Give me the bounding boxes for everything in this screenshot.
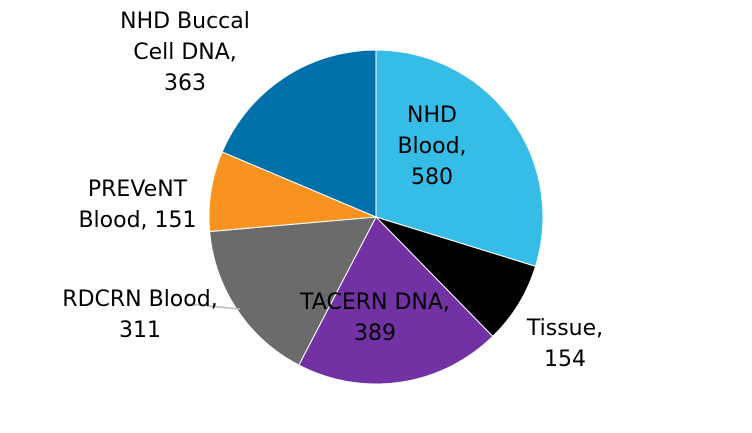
pie-slice [221, 49, 377, 218]
leader-line [187, 303, 241, 310]
pie-slice [209, 216, 377, 366]
slice-label: Tissue, 154 [526, 316, 604, 372]
pie-slice [298, 216, 494, 385]
pie-slice [375, 49, 544, 267]
slice-label: PREVeNT Blood, 151 [78, 177, 197, 233]
slice-label: TACERN DNA, 389 [300, 290, 450, 346]
slice-label: RDCRN Blood, 311 [62, 287, 218, 343]
slice-label: NHD Blood, 580 [397, 103, 467, 190]
slice-label: NHD Buccal Cell DNA, 363 [120, 9, 250, 96]
